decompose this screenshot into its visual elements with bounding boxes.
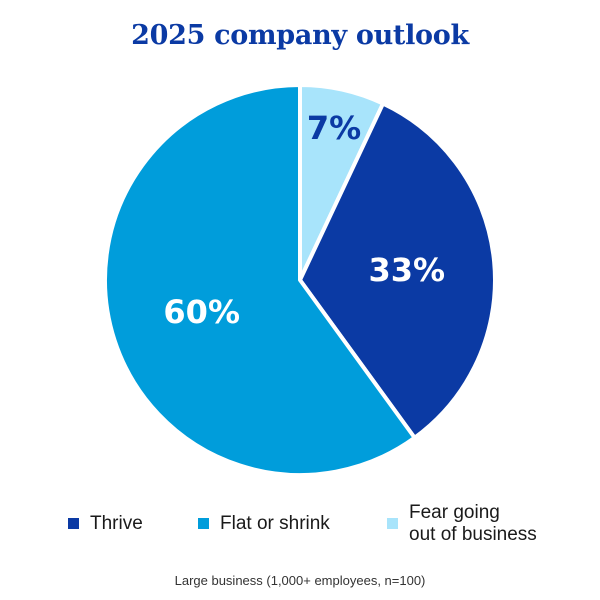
- legend-item-flat-or-shrink: Flat or shrink: [198, 500, 330, 535]
- pie-slice-flat-or-shrink: [103, 83, 417, 477]
- legend-label-flat-or-shrink: Flat or shrink: [220, 513, 330, 534]
- slice-label-flat-or-shrink: 60%: [163, 293, 240, 331]
- slice-label-fear-going-out-of-business: 7%: [307, 109, 361, 147]
- pie-slice-thrive: [298, 101, 497, 440]
- chart-title: 2025 company outlook: [131, 20, 469, 51]
- legend-swatch-thrive: [68, 518, 79, 529]
- slice-label-thrive: 33%: [368, 251, 445, 289]
- legend-label-thrive: Thrive: [90, 513, 143, 534]
- legend: Thrive Flat or shrink Fear going out of …: [0, 500, 600, 560]
- legend-swatch-fear-going-out-of-business: [387, 518, 398, 529]
- legend-label-fear-going-out-of-business: Fear going out of business: [409, 502, 537, 545]
- legend-item-thrive: Thrive: [68, 500, 143, 535]
- pie-slices: [103, 83, 497, 477]
- legend-swatch-flat-or-shrink: [198, 518, 209, 529]
- pie-slice-labels: 7% 33% 60%: [163, 109, 445, 331]
- footnote: Large business (1,000+ employees, n=100): [174, 573, 426, 588]
- legend-item-fear-going-out-of-business: Fear going out of business: [387, 500, 537, 546]
